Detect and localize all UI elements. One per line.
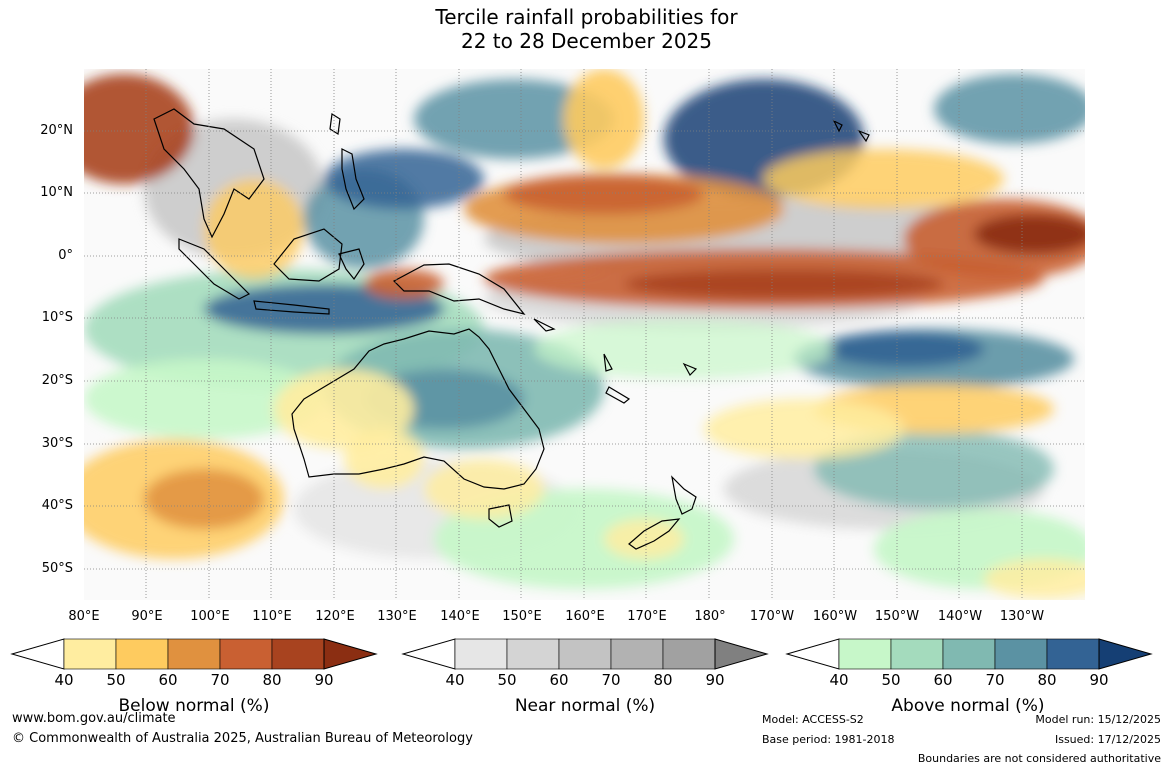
tick-label: 60 — [933, 671, 953, 689]
tick-label: 70 — [210, 671, 230, 689]
lon-label-100e: 100°E — [190, 609, 230, 624]
issued-date: Issued: 17/12/2025 — [1054, 733, 1161, 746]
lat-label-10n: 10°N — [40, 185, 73, 200]
tick-label: 40 — [54, 671, 74, 689]
tick-label: 90 — [705, 671, 725, 689]
lat-label-0: 0° — [58, 248, 73, 263]
lon-label-150w: 150°W — [874, 609, 920, 624]
coastlines — [153, 108, 870, 550]
lon-label-140w: 140°W — [937, 609, 983, 624]
lon-label-130w: 130°W — [999, 609, 1045, 624]
map-title: Tercile rainfall probabilities for 22 to… — [0, 5, 1173, 53]
lon-label-170w: 170°W — [749, 609, 795, 624]
lat-label-50s: 50°S — [41, 561, 73, 576]
tick-label: 50 — [497, 671, 517, 689]
boundary-disclaimer: Boundaries are not considered authoritat… — [917, 752, 1161, 765]
lat-label-30s: 30°S — [41, 436, 73, 451]
tick-label: 70 — [601, 671, 621, 689]
lon-label-80e: 80°E — [68, 609, 100, 624]
tick-label: 50 — [881, 671, 901, 689]
lat-label-20s: 20°S — [41, 373, 73, 388]
copyright-text: © Commonwealth of Australia 2025, Austra… — [12, 731, 473, 746]
colorbar-above-label: Above normal (%) — [891, 696, 1045, 716]
lon-label-170e: 170°E — [627, 609, 667, 624]
tick-label: 90 — [314, 671, 334, 689]
tick-label: 50 — [106, 671, 126, 689]
title-line-1: Tercile rainfall probabilities for — [435, 5, 738, 29]
colorbar-below-label: Below normal (%) — [118, 696, 270, 716]
tick-label: 80 — [653, 671, 673, 689]
base-period: Base period: 1981-2018 — [762, 733, 895, 746]
lon-label-140e: 140°E — [440, 609, 480, 624]
bom-url-link[interactable]: www.bom.gov.au/climate — [12, 711, 176, 726]
title-line-2: 22 to 28 December 2025 — [460, 29, 712, 53]
tick-label: 40 — [829, 671, 849, 689]
lon-label-130e: 130°E — [377, 609, 417, 624]
lon-label-110e: 110°E — [252, 609, 292, 624]
model-run-date: Model run: 15/12/2025 — [1035, 713, 1161, 726]
lon-label-160w: 160°W — [812, 609, 858, 624]
lon-label-160e: 160°E — [565, 609, 605, 624]
colorbar-near-label: Near normal (%) — [514, 696, 656, 716]
lon-label-90e: 90°E — [131, 609, 163, 624]
model-name: Model: ACCESS-S2 — [762, 713, 864, 726]
colorbar-above-normal — [785, 638, 1153, 670]
tick-label: 80 — [1037, 671, 1057, 689]
graticule — [84, 69, 1085, 600]
lon-label-180: 180° — [694, 609, 726, 624]
colorbar-below-normal — [10, 638, 378, 670]
map-canvas — [84, 69, 1085, 600]
lon-label-150e: 150°E — [502, 609, 542, 624]
lat-label-10s: 10°S — [41, 310, 73, 325]
tick-label: 60 — [158, 671, 178, 689]
tick-label: 70 — [985, 671, 1005, 689]
lat-label-40s: 40°S — [41, 498, 73, 513]
tick-label: 60 — [549, 671, 569, 689]
tick-label: 90 — [1089, 671, 1109, 689]
colorbar-near-normal — [401, 638, 769, 670]
lat-label-20n: 20°N — [40, 123, 73, 138]
tick-label: 80 — [262, 671, 282, 689]
rainfall-probability-map — [84, 69, 1085, 600]
tick-label: 40 — [445, 671, 465, 689]
lon-label-120e: 120°E — [315, 609, 355, 624]
